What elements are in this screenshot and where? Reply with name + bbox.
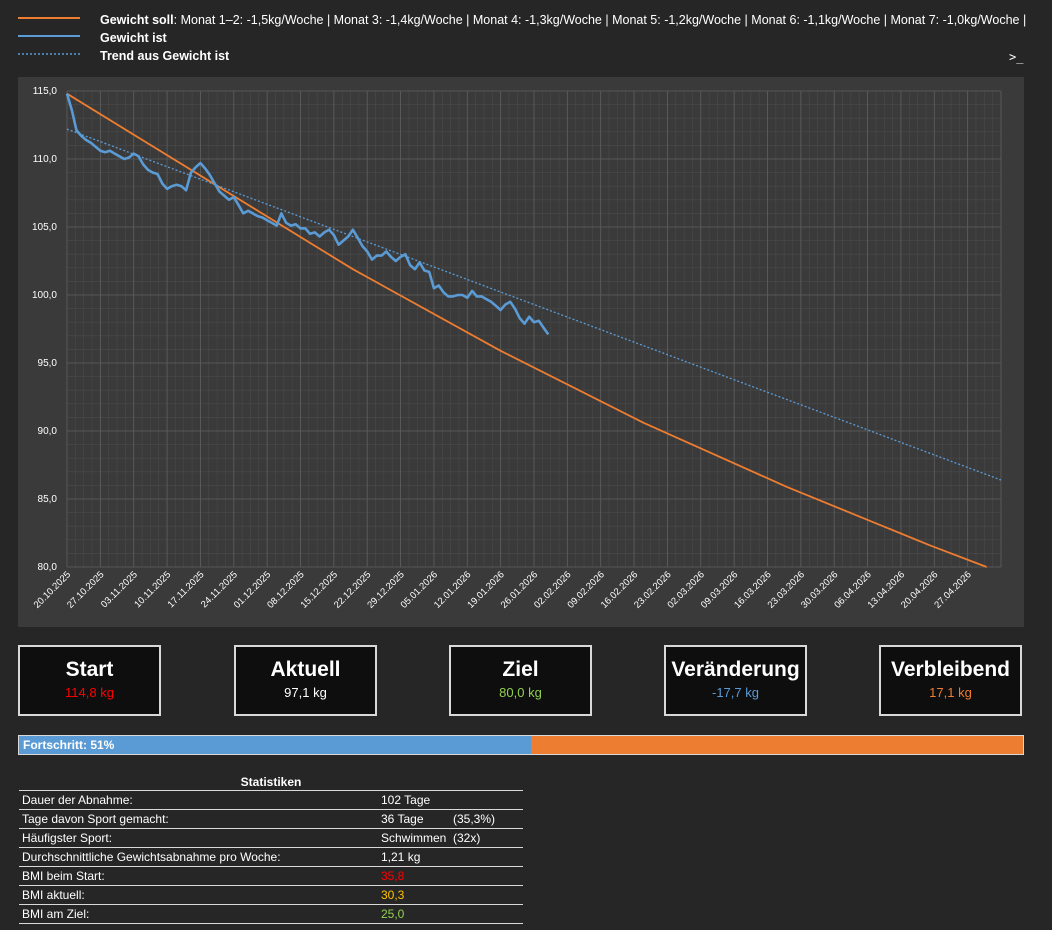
stats-row-sport: Häufigster Sport: Schwimmen (32x) (19, 829, 523, 848)
card-label: Veränderung (671, 658, 800, 681)
legend-swatch-dotted-blue (18, 53, 80, 55)
legend-item-trend[interactable]: Trend aus Gewicht ist (18, 48, 1048, 66)
legend-swatch-solid-orange (18, 17, 80, 19)
stats-value: 102 Tage (381, 793, 431, 807)
y-tick-label: 100,0 (32, 290, 57, 301)
y-tick-label: 90,0 (38, 426, 58, 437)
chart-panel: 80,0 85,0 90,0 95,0 100,0 105,0 110,0 115,0 20.1… (18, 77, 1024, 627)
console-icon[interactable]: >_ (1009, 50, 1024, 64)
card-verbleibend: Verbleibend 17,1 kg (879, 645, 1022, 716)
y-tick-label: 115,0 (33, 86, 58, 97)
progress-label: Fortschritt: 51% (23, 738, 115, 752)
card-value: 17,1 kg (929, 685, 972, 700)
card-aktuell: Aktuell 97,1 kg (234, 645, 377, 716)
stats-value: Schwimmen (381, 831, 447, 845)
card-ziel: Ziel 80,0 kg (449, 645, 592, 716)
card-label: Verbleibend (890, 658, 1011, 681)
stats-label: Tage davon Sport gemacht: (22, 812, 169, 826)
legend-name: Trend aus Gewicht ist (100, 49, 230, 63)
progress-fill (19, 736, 532, 754)
card-veraenderung: Veränderung -17,7 kg (664, 645, 807, 716)
chart-legend: Gewicht soll: Monat 1–2: -1,5kg/Woche | … (18, 12, 1048, 66)
series-line-gewicht-soll (66, 92, 988, 568)
stats-row-abnahme-woche: Durchschnittliche Gewichtsabnahme pro Wo… (19, 848, 523, 867)
stats-label: BMI am Ziel: (22, 907, 90, 921)
y-tick-label: 105,0 (32, 222, 57, 233)
stats-row-bmi-aktuell: BMI aktuell: 30,3 (19, 886, 523, 905)
stats-row-bmi-ziel: BMI am Ziel: 25,0 (19, 905, 523, 924)
stats-extra: (35,3%) (453, 812, 496, 826)
statistics-title: Statistiken (19, 774, 523, 791)
legend-item-gewicht-ist[interactable]: Gewicht ist (18, 30, 1048, 48)
y-tick-label: 85,0 (38, 494, 58, 505)
weight-chart: 80,085,090,095,0100,0105,0110,0115,020.1… (32, 86, 1002, 611)
card-start: Start 114,8 kg (18, 645, 161, 716)
stats-value: 30,3 (381, 888, 405, 902)
card-label: Aktuell (270, 658, 341, 681)
card-value: 80,0 kg (499, 685, 542, 700)
stats-label: Durchschnittliche Gewichtsabnahme pro Wo… (22, 850, 281, 864)
stats-row-bmi-start: BMI beim Start: 35,8 (19, 867, 523, 886)
stats-value: 1,21 kg (381, 850, 421, 864)
legend-item-gewicht-soll[interactable]: Gewicht soll: Monat 1–2: -1,5kg/Woche | … (18, 12, 1048, 30)
stats-value: 25,0 (381, 907, 405, 921)
stats-label: BMI beim Start: (22, 869, 105, 883)
stats-label: Dauer der Abnahme: (22, 793, 133, 807)
card-label: Ziel (502, 658, 539, 681)
y-tick-label: 95,0 (38, 358, 58, 369)
series-line-gewicht-ist (65, 93, 550, 336)
stats-label: Häufigster Sport: (22, 831, 113, 845)
y-tick-label: 80,0 (38, 562, 58, 573)
y-tick-label: 110,0 (33, 154, 58, 165)
stats-value: 36 Tage (381, 812, 424, 826)
stats-label: BMI aktuell: (22, 888, 85, 902)
card-value: 97,1 kg (284, 685, 327, 700)
stats-value: 35,8 (381, 869, 405, 883)
stats-row-dauer: Dauer der Abnahme: 102 Tage (19, 791, 523, 810)
legend-swatch-solid-blue (18, 35, 80, 37)
progress-bar: Fortschritt: 51% (18, 735, 1024, 755)
stats-extra: (32x) (453, 831, 481, 845)
statistics-table: Statistiken Dauer der Abnahme: 102 Tage … (19, 774, 523, 924)
legend-name: Gewicht soll (100, 13, 174, 27)
stats-row-sporttage: Tage davon Sport gemacht: 36 Tage (35,3%… (19, 810, 523, 829)
card-value: 114,8 kg (65, 685, 114, 700)
card-label: Start (65, 658, 114, 681)
legend-name: Gewicht ist (100, 31, 167, 45)
legend-detail: : Monat 1–2: -1,5kg/Woche | Monat 3: -1,… (173, 13, 1027, 27)
card-value: -17,7 kg (712, 685, 759, 700)
